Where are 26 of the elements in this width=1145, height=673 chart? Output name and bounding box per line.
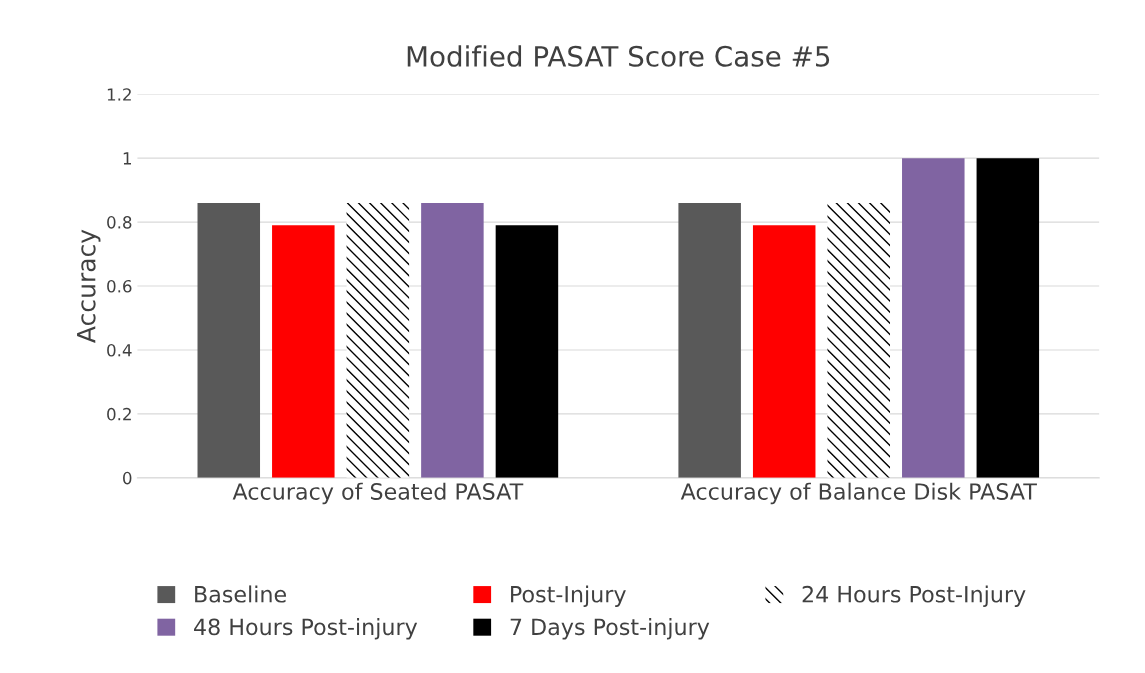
bar (421, 202, 484, 478)
x-tick-label: Accuracy of Seated PASAT (232, 482, 524, 505)
y-axis-title: Accuracy (77, 229, 101, 343)
legend-label: 48 Hours Post-injury (194, 618, 418, 640)
bar (678, 202, 741, 478)
bar (197, 202, 261, 478)
bar (495, 225, 559, 478)
bar (902, 158, 965, 478)
legend-label: Baseline (195, 585, 286, 603)
x-tick-label: Accuracy of Balance Disk PASAT (680, 482, 1037, 505)
y-tick-label: 1.2 (107, 88, 131, 101)
legend-label: 24 Hours Post-Injury (802, 585, 1026, 607)
legend-label: Post-Injury (511, 585, 626, 607)
y-tick-label: 0 (123, 471, 132, 485)
legend-label: 7 Days Post-injury (510, 618, 710, 640)
bar (346, 202, 410, 478)
y-tick-label: 0.2 (107, 407, 131, 421)
bar (752, 225, 816, 478)
y-tick-label: 0.8 (107, 216, 132, 229)
chart-title: Modified PASAT Score Case #5 (407, 45, 830, 67)
bar (976, 158, 1040, 478)
y-tick-label: 0.4 (107, 343, 132, 357)
y-tick-label: 0.6 (107, 279, 132, 293)
bar (827, 202, 891, 478)
bar (272, 225, 335, 478)
y-tick-label: 1 (123, 152, 131, 165)
